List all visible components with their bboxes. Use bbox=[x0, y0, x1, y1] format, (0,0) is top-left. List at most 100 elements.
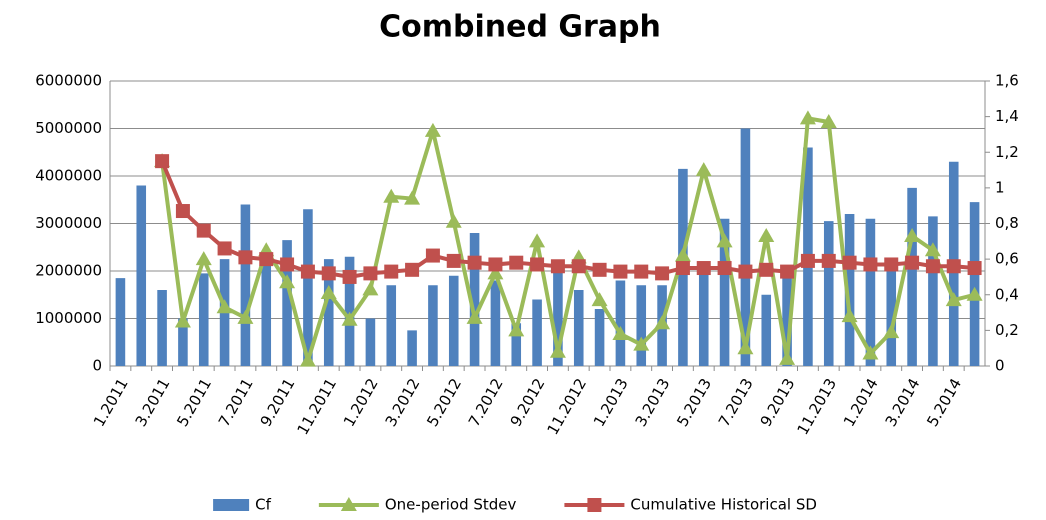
point bbox=[883, 324, 900, 339]
x-tick-label: 9.2011 bbox=[257, 375, 299, 429]
point bbox=[905, 255, 920, 270]
point bbox=[508, 322, 525, 337]
point bbox=[446, 253, 461, 268]
x-tick-label: 11.2013 bbox=[794, 375, 841, 438]
point bbox=[779, 350, 796, 365]
point bbox=[342, 269, 357, 284]
bar bbox=[261, 261, 272, 366]
x-tick-label: 3.2013 bbox=[632, 375, 674, 429]
x-tick-label: 7.2012 bbox=[465, 375, 507, 429]
y2-tick-label: 1,2 bbox=[995, 143, 1019, 161]
y-tick-label: 0 bbox=[92, 357, 102, 375]
point bbox=[925, 259, 940, 274]
point bbox=[466, 309, 483, 324]
point bbox=[362, 281, 379, 296]
x-tick-label: 1.2014 bbox=[840, 375, 882, 429]
y-tick-label: 4000000 bbox=[35, 167, 102, 185]
point bbox=[737, 340, 754, 355]
point bbox=[738, 264, 753, 279]
bar bbox=[178, 318, 188, 366]
point bbox=[424, 122, 441, 137]
bar bbox=[428, 285, 438, 366]
bar bbox=[344, 256, 355, 366]
point bbox=[404, 190, 421, 205]
y-tick-label: 5000000 bbox=[35, 119, 102, 137]
point bbox=[591, 292, 608, 307]
point bbox=[363, 266, 378, 281]
bar bbox=[240, 204, 251, 366]
point bbox=[613, 264, 628, 279]
point bbox=[216, 299, 233, 314]
bar bbox=[573, 290, 584, 366]
point bbox=[280, 257, 295, 272]
bar bbox=[594, 309, 605, 366]
point bbox=[696, 261, 711, 276]
bar bbox=[511, 323, 522, 366]
bar bbox=[886, 271, 897, 366]
legend-label: One-period Stdev bbox=[385, 496, 517, 514]
point bbox=[884, 257, 899, 272]
y2-tick-label: 0,4 bbox=[995, 285, 1019, 303]
point bbox=[842, 255, 857, 270]
x-tick-label: 11.2011 bbox=[294, 375, 341, 438]
bar bbox=[615, 280, 626, 366]
bar bbox=[448, 275, 459, 366]
line bbox=[160, 116, 976, 363]
bar bbox=[303, 209, 313, 366]
point bbox=[966, 286, 983, 301]
bar bbox=[386, 285, 397, 366]
point bbox=[592, 262, 607, 277]
y-tick-label: 3000000 bbox=[35, 214, 102, 232]
bar bbox=[636, 285, 647, 366]
chart-title: Combined Graph bbox=[379, 10, 661, 45]
legend-marker bbox=[587, 498, 602, 512]
bar bbox=[323, 259, 334, 366]
bar bbox=[719, 218, 730, 366]
point bbox=[259, 252, 274, 267]
bar bbox=[698, 271, 709, 366]
bar bbox=[782, 271, 792, 366]
bar bbox=[907, 187, 917, 366]
point bbox=[633, 336, 650, 351]
point bbox=[945, 292, 962, 307]
point bbox=[341, 311, 358, 326]
x-tick-label: 3.2011 bbox=[132, 375, 174, 429]
x-tick-label: 7.2011 bbox=[215, 375, 257, 429]
point bbox=[174, 313, 191, 328]
point bbox=[655, 266, 670, 281]
point bbox=[634, 264, 649, 279]
x-tick-label: 1.2011 bbox=[90, 375, 132, 429]
point bbox=[279, 274, 296, 289]
point bbox=[529, 233, 546, 248]
x-tick-label: 7.2013 bbox=[715, 375, 757, 429]
bar bbox=[490, 280, 501, 366]
x-tick-label: 5.2014 bbox=[923, 375, 965, 429]
point bbox=[383, 188, 400, 203]
y2-tick-label: 0,6 bbox=[995, 250, 1019, 268]
point bbox=[800, 253, 815, 268]
point bbox=[487, 265, 504, 280]
point bbox=[654, 315, 671, 330]
legend-label: Cf bbox=[255, 496, 271, 514]
bar bbox=[532, 299, 542, 366]
point bbox=[862, 345, 879, 360]
point bbox=[841, 308, 858, 323]
bar bbox=[157, 290, 167, 366]
point bbox=[155, 154, 170, 169]
point bbox=[904, 227, 921, 242]
legend-marker bbox=[340, 497, 357, 511]
legend-label: Cumulative Historical SD bbox=[630, 496, 816, 514]
legend: Cf One-period Stdev Cumulative Historical … bbox=[213, 496, 817, 514]
y2-tick-label: 0 bbox=[995, 357, 1005, 375]
bar bbox=[469, 233, 480, 366]
point bbox=[946, 259, 961, 274]
point bbox=[674, 247, 691, 262]
y-tick-label: 1000000 bbox=[35, 309, 102, 327]
bar bbox=[407, 330, 417, 366]
x-tick-label: 9.2013 bbox=[757, 375, 799, 429]
point bbox=[175, 204, 190, 219]
point bbox=[196, 223, 211, 238]
point bbox=[695, 162, 712, 177]
point bbox=[445, 213, 462, 228]
